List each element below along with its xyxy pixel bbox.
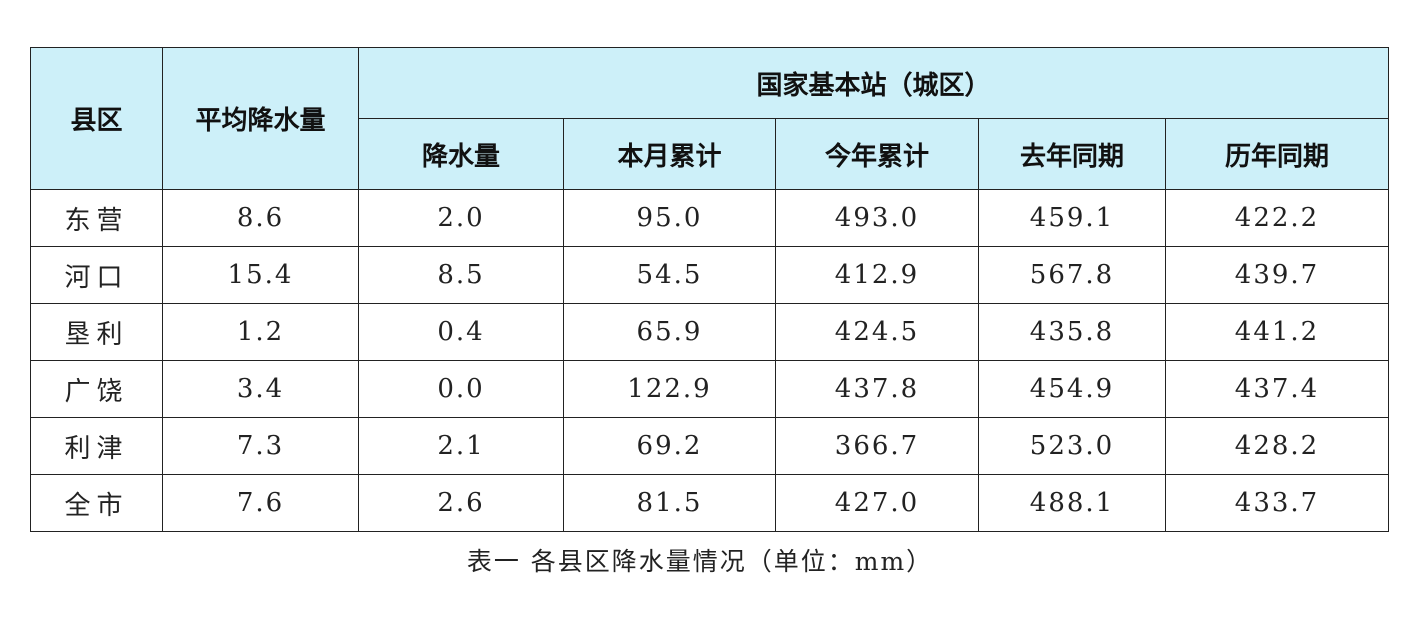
table-cell: 2.1 — [358, 417, 564, 475]
table-cell: 439.7 — [1164, 246, 1390, 304]
table-cell: 412.9 — [775, 246, 979, 304]
table-cell: 8.5 — [358, 246, 564, 304]
table-cell: 428.2 — [1164, 417, 1390, 475]
table-cell: 567.8 — [978, 246, 1166, 304]
table-row: 垦利 1.2 0.4 65.9 424.5 435.8 441.2 — [30, 303, 1390, 361]
table-cell: 7.6 — [162, 474, 359, 532]
header-cell: 今年累计 — [775, 118, 979, 190]
header-cell: 国家基本站（城区） — [357, 47, 1390, 119]
table-cell: 广饶 — [30, 360, 163, 418]
table-cell: 65.9 — [563, 303, 776, 361]
header-cell: 降水量 — [358, 118, 564, 190]
table-cell: 437.4 — [1164, 360, 1390, 418]
table-cell: 0.0 — [358, 360, 564, 418]
header-cell: 平均降水量 — [162, 47, 359, 190]
table-cell: 1.2 — [162, 303, 359, 361]
table-cell: 东营 — [30, 189, 163, 247]
table-cell: 69.2 — [563, 417, 776, 475]
table-cell: 437.8 — [775, 360, 979, 418]
table-cell: 454.9 — [978, 360, 1166, 418]
table-cell: 垦利 — [30, 303, 163, 361]
table-cell: 366.7 — [775, 417, 979, 475]
table-cell: 54.5 — [563, 246, 776, 304]
header-row: 降水量 本月累计 今年累计 去年同期 历年同期 — [31, 118, 1390, 190]
table-row: 广饶 3.4 0.0 122.9 437.8 454.9 437.4 — [30, 360, 1390, 418]
table-cell: 459.1 — [978, 189, 1166, 247]
table-cell: 利津 — [30, 417, 163, 475]
table-cell: 523.0 — [978, 417, 1166, 475]
header-cell: 去年同期 — [978, 118, 1166, 190]
table-cell: 122.9 — [563, 360, 776, 418]
table-cell: 422.2 — [1164, 189, 1390, 247]
table-cell: 河口 — [30, 246, 163, 304]
table-caption: 表一 各县区降水量情况（单位：mm） — [466, 547, 934, 576]
table-cell: 0.4 — [358, 303, 564, 361]
header-cell: 历年同期 — [1164, 118, 1390, 190]
table-cell: 全市 — [30, 474, 163, 532]
header-cell: 本月累计 — [563, 118, 776, 190]
table-cell: 2.6 — [358, 474, 564, 532]
table-row: 利津 7.3 2.1 69.2 366.7 523.0 428.2 — [30, 417, 1390, 475]
table-header: 县区 平均降水量 国家基本站（城区） 降水量 本月累计 今年累计 去年同期 历年同期 — [30, 47, 1390, 190]
table-cell: 488.1 — [978, 474, 1166, 532]
table-cell: 435.8 — [978, 303, 1166, 361]
table-cell: 7.3 — [162, 417, 359, 475]
table-cell: 441.2 — [1164, 303, 1390, 361]
table-cell: 95.0 — [563, 189, 776, 247]
table-cell: 2.0 — [358, 189, 564, 247]
table-cell: 424.5 — [775, 303, 979, 361]
table-cell: 15.4 — [162, 246, 359, 304]
table-row: 全市 7.6 2.6 81.5 427.0 488.1 433.7 — [30, 474, 1390, 532]
table-cell: 433.7 — [1164, 474, 1390, 532]
table-cell: 81.5 — [563, 474, 776, 532]
table-cell: 8.6 — [162, 189, 359, 247]
header-cell: 县区 — [30, 47, 163, 190]
table-cell: 3.4 — [162, 360, 359, 418]
table-cell: 427.0 — [775, 474, 979, 532]
table-cell: 493.0 — [775, 189, 979, 247]
header-row: 县区 平均降水量 国家基本站（城区） — [30, 47, 1390, 190]
rainfall-table: 县区 平均降水量 国家基本站（城区） 降水量 本月累计 今年累计 去年同期 历年同期 东… — [30, 47, 1390, 532]
table-row: 东营 8.6 2.0 95.0 493.0 459.1 422.2 — [30, 189, 1390, 247]
table-row: 河口 15.4 8.5 54.5 412.9 567.8 439.7 — [30, 246, 1390, 304]
table-body: 东营 8.6 2.0 95.0 493.0 459.1 422.2 河口 15.4 8.5 54.5… — [30, 189, 1390, 532]
